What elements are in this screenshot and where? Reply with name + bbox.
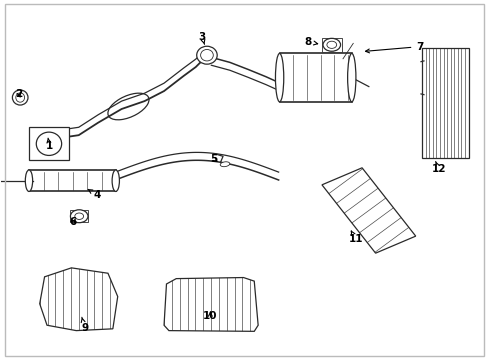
Text: 8: 8	[304, 37, 317, 47]
Ellipse shape	[220, 162, 229, 167]
Text: 9: 9	[81, 317, 88, 333]
Text: 11: 11	[348, 231, 362, 244]
Text: 5: 5	[210, 154, 218, 164]
Polygon shape	[163, 278, 258, 331]
Ellipse shape	[275, 53, 283, 102]
Text: 12: 12	[430, 162, 445, 174]
Bar	[70, 210, 88, 222]
Text: 1: 1	[46, 138, 53, 151]
Text: 7: 7	[365, 42, 423, 53]
Ellipse shape	[25, 170, 33, 192]
Circle shape	[323, 39, 340, 51]
Circle shape	[70, 210, 88, 223]
Bar	[321, 38, 341, 51]
Bar	[29, 170, 116, 192]
Ellipse shape	[108, 93, 149, 120]
Polygon shape	[40, 268, 118, 330]
Ellipse shape	[12, 90, 28, 105]
Circle shape	[326, 41, 336, 48]
Ellipse shape	[347, 53, 355, 102]
Polygon shape	[421, 48, 468, 158]
Ellipse shape	[36, 132, 61, 156]
Ellipse shape	[196, 46, 217, 64]
Text: 6: 6	[69, 217, 76, 227]
Polygon shape	[321, 168, 415, 253]
Bar	[29, 127, 69, 160]
Text: 10: 10	[203, 311, 217, 320]
Ellipse shape	[112, 170, 119, 192]
Ellipse shape	[200, 49, 213, 61]
Circle shape	[75, 213, 83, 220]
Ellipse shape	[16, 93, 24, 102]
Text: 3: 3	[198, 32, 205, 44]
Text: 4: 4	[88, 189, 101, 200]
Text: 2: 2	[16, 89, 23, 99]
Bar	[279, 53, 351, 102]
